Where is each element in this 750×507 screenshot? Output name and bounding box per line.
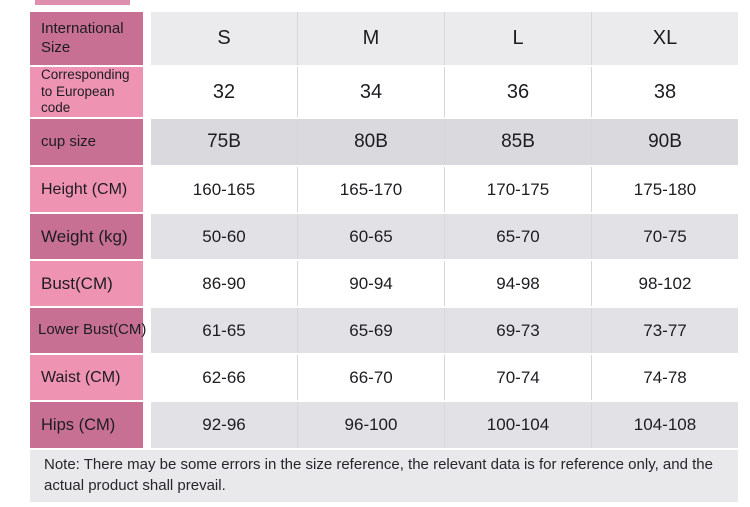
table-cell: 90-94 bbox=[297, 261, 444, 306]
table-cell: 98-102 bbox=[591, 261, 738, 306]
table-cell: 86-90 bbox=[151, 261, 297, 306]
table-row: Height (CM) 160-165 165-170 170-175 175-… bbox=[30, 167, 738, 212]
table-row: Lower Bust(CM) 61-65 65-69 69-73 73-77 bbox=[30, 308, 738, 353]
row-header-waist: Waist (CM) bbox=[30, 355, 143, 400]
table-cell: 75B bbox=[151, 119, 297, 165]
table-cell: 32 bbox=[151, 67, 297, 117]
row-header-cup-size: cup size bbox=[30, 119, 143, 165]
table-cell: 92-96 bbox=[151, 402, 297, 448]
row-values: 61-65 65-69 69-73 73-77 bbox=[151, 308, 738, 353]
table-cell: 65-69 bbox=[297, 308, 444, 353]
row-header-height: Height (CM) bbox=[30, 167, 143, 212]
row-values: 32 34 36 38 bbox=[151, 67, 738, 117]
table-cell: 94-98 bbox=[444, 261, 591, 306]
row-values: 50-60 60-65 65-70 70-75 bbox=[151, 214, 738, 259]
top-strip-decoration bbox=[35, 0, 130, 5]
table-cell: 74-78 bbox=[591, 355, 738, 400]
table-row: Weight (kg) 50-60 60-65 65-70 70-75 bbox=[30, 214, 738, 259]
table-row: Bust(CM) 86-90 90-94 94-98 98-102 bbox=[30, 261, 738, 306]
table-cell: 38 bbox=[591, 67, 738, 117]
table-cell: 160-165 bbox=[151, 167, 297, 212]
row-values: S M L XL bbox=[151, 12, 738, 65]
table-cell: 170-175 bbox=[444, 167, 591, 212]
table-cell: 66-70 bbox=[297, 355, 444, 400]
column-header-l: L bbox=[444, 12, 591, 65]
table-row: Corresponding to European code 32 34 36 … bbox=[30, 67, 738, 117]
column-header-m: M bbox=[297, 12, 444, 65]
row-header-european-code: Corresponding to European code bbox=[30, 67, 143, 117]
table-cell: 69-73 bbox=[444, 308, 591, 353]
row-header-international-size: International Size bbox=[30, 12, 143, 65]
table-cell: 85B bbox=[444, 119, 591, 165]
table-cell: 60-65 bbox=[297, 214, 444, 259]
row-header-lower-bust: Lower Bust(CM) bbox=[30, 308, 146, 353]
table-cell: 73-77 bbox=[591, 308, 738, 353]
table-cell: 62-66 bbox=[151, 355, 297, 400]
table-cell: 104-108 bbox=[591, 402, 738, 448]
row-values: 160-165 165-170 170-175 175-180 bbox=[151, 167, 738, 212]
table-cell: 61-65 bbox=[151, 308, 297, 353]
table-row: Hips (CM) 92-96 96-100 100-104 104-108 bbox=[30, 402, 738, 448]
table-cell: 70-75 bbox=[591, 214, 738, 259]
column-header-xl: XL bbox=[591, 12, 738, 65]
row-values: 75B 80B 85B 90B bbox=[151, 119, 738, 165]
table-cell: 34 bbox=[297, 67, 444, 117]
table-row: Waist (CM) 62-66 66-70 70-74 74-78 bbox=[30, 355, 738, 400]
size-table: International Size S M L XL Correspondin… bbox=[30, 12, 738, 502]
table-cell: 50-60 bbox=[151, 214, 297, 259]
row-header-weight: Weight (kg) bbox=[30, 214, 143, 259]
row-values: 62-66 66-70 70-74 74-78 bbox=[151, 355, 738, 400]
table-cell: 165-170 bbox=[297, 167, 444, 212]
table-cell: 70-74 bbox=[444, 355, 591, 400]
table-row: cup size 75B 80B 85B 90B bbox=[30, 119, 738, 165]
column-header-s: S bbox=[151, 12, 297, 65]
table-cell: 175-180 bbox=[591, 167, 738, 212]
size-reference-note: Note: There may be some errors in the si… bbox=[30, 450, 738, 502]
row-header-hips: Hips (CM) bbox=[30, 402, 143, 448]
table-cell: 90B bbox=[591, 119, 738, 165]
table-cell: 96-100 bbox=[297, 402, 444, 448]
table-cell: 80B bbox=[297, 119, 444, 165]
row-values: 86-90 90-94 94-98 98-102 bbox=[151, 261, 738, 306]
table-cell: 100-104 bbox=[444, 402, 591, 448]
table-row: International Size S M L XL bbox=[30, 12, 738, 65]
table-cell: 36 bbox=[444, 67, 591, 117]
table-cell: 65-70 bbox=[444, 214, 591, 259]
row-header-bust: Bust(CM) bbox=[30, 261, 143, 306]
row-values: 92-96 96-100 100-104 104-108 bbox=[151, 402, 738, 448]
